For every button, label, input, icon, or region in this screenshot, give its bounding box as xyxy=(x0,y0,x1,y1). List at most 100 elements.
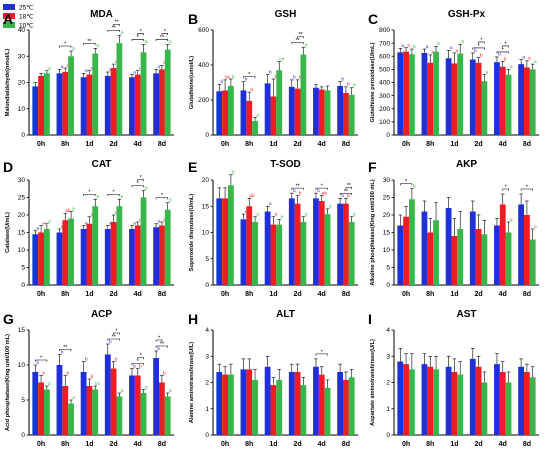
y-axis-label: Catalase(U/mL) xyxy=(5,212,11,253)
bar xyxy=(104,75,111,135)
x-tick-label: 2d xyxy=(474,291,482,298)
group-letter: b xyxy=(275,74,278,80)
group-letter: a xyxy=(486,70,489,75)
bar xyxy=(216,198,223,285)
significance-bracket xyxy=(291,187,304,190)
group-letter: b xyxy=(413,184,416,190)
x-tick-label: 1d xyxy=(450,291,458,298)
bar xyxy=(240,219,247,285)
legend-label: 18℃ xyxy=(19,14,34,21)
bar xyxy=(421,211,428,285)
significance-label: * xyxy=(502,47,505,53)
group-letter: a xyxy=(133,70,136,75)
panel-letter: I xyxy=(368,311,372,327)
bar xyxy=(433,369,439,435)
x-tick-label: 1d xyxy=(85,291,93,298)
group-letter: b xyxy=(133,363,136,369)
panel-letter: D xyxy=(3,159,13,175)
group-letter: b xyxy=(72,206,75,212)
bar xyxy=(164,49,171,135)
bar xyxy=(475,62,482,135)
significance-bracket xyxy=(345,187,353,189)
bar xyxy=(524,372,530,435)
bar xyxy=(288,86,295,135)
group-letter: a xyxy=(157,65,160,70)
group-letter: a xyxy=(456,49,459,54)
group-letter: b xyxy=(139,363,142,369)
x-tick-label: 2d xyxy=(293,291,301,298)
bar xyxy=(110,68,117,135)
significance-label: * xyxy=(137,181,140,187)
x-tick-label: 8h xyxy=(245,141,253,148)
y-tick-label: 3 xyxy=(386,353,390,360)
bar xyxy=(276,224,283,285)
x-tick-label: 1d xyxy=(85,141,93,148)
panel-title: ACP xyxy=(91,309,112,320)
x-tick-label: 8d xyxy=(158,291,166,298)
group-letter: a xyxy=(432,51,435,56)
group-letter: b xyxy=(109,339,112,345)
bar xyxy=(318,201,325,285)
bar xyxy=(252,222,258,285)
group-letter: b xyxy=(221,79,224,85)
bar xyxy=(294,88,301,135)
x-tick-label: 2d xyxy=(293,441,301,448)
panel-letter: C xyxy=(368,11,378,27)
group-letter: b xyxy=(169,198,172,204)
bar xyxy=(494,364,500,435)
bar xyxy=(529,239,536,285)
y-tick-label: 200 xyxy=(379,106,390,113)
bar xyxy=(300,222,307,285)
bar xyxy=(403,364,409,435)
legend-swatch xyxy=(3,13,15,19)
group-letter: a xyxy=(534,225,537,230)
bar xyxy=(68,56,74,135)
bar xyxy=(337,86,344,135)
legend-label: 25℃ xyxy=(19,5,34,12)
significance-bracket xyxy=(59,349,72,352)
bar xyxy=(433,51,439,135)
bar xyxy=(164,209,171,285)
x-tick-label: 8h xyxy=(61,141,69,148)
group-letter: a xyxy=(109,221,112,226)
bar xyxy=(62,72,69,135)
bar xyxy=(499,204,506,285)
y-tick-label: 1 xyxy=(205,406,209,413)
bar xyxy=(68,218,74,285)
significance-label: * xyxy=(405,179,408,185)
group-letter: a xyxy=(91,213,94,218)
bar xyxy=(408,54,415,135)
y-tick-label: 30 xyxy=(18,53,26,60)
panel-title: CAT xyxy=(92,159,112,170)
group-letter: a xyxy=(256,113,259,118)
x-tick-label: 8d xyxy=(342,291,350,298)
group-letter: a xyxy=(450,46,453,51)
group-letter: a xyxy=(275,213,278,218)
significance-label: * xyxy=(113,190,116,196)
y-tick-label: 200 xyxy=(198,97,209,104)
x-tick-label: 0h xyxy=(402,291,410,298)
significance-label: ** xyxy=(298,32,303,38)
bar xyxy=(324,90,331,135)
group-letter: a xyxy=(269,202,272,207)
x-tick-label: 1d xyxy=(450,441,458,448)
significance-bracket xyxy=(113,23,120,26)
significance-label: ** xyxy=(114,20,119,26)
bar xyxy=(56,365,63,435)
panel-letter: G xyxy=(3,311,14,327)
group-letter: a xyxy=(121,389,124,394)
x-tick-label: 1d xyxy=(85,441,93,448)
significance-bracket xyxy=(243,76,256,79)
significance-bracket xyxy=(107,338,120,341)
bar xyxy=(264,366,271,435)
panel-letter: B xyxy=(188,11,198,27)
bar xyxy=(343,379,349,435)
group-letter: b xyxy=(474,48,477,54)
significance-label: * xyxy=(321,184,324,190)
significance-bracket xyxy=(107,193,120,196)
y-tick-label: 20 xyxy=(202,177,210,184)
group-letter: b xyxy=(96,43,99,49)
y-tick-label: 10 xyxy=(18,362,26,369)
bar xyxy=(86,386,93,435)
